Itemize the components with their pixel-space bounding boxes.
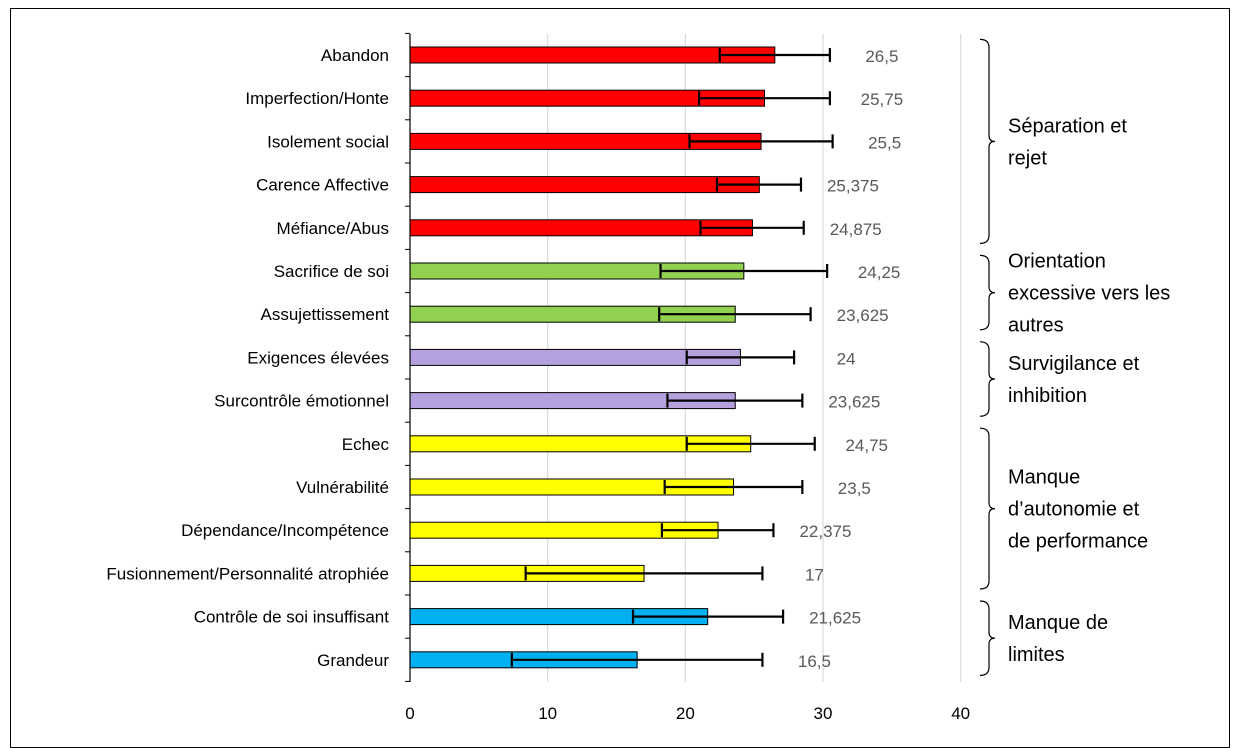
bar bbox=[409, 176, 760, 194]
group-label: Manque de bbox=[1008, 612, 1108, 634]
group-label: autres bbox=[1008, 315, 1064, 337]
group-label: inhibition bbox=[1008, 385, 1087, 407]
data-label: 24,25 bbox=[858, 263, 901, 282]
x-tick-label: 30 bbox=[814, 704, 833, 723]
group-label: Manque bbox=[1008, 467, 1080, 489]
x-tick-label: 40 bbox=[951, 704, 970, 723]
category-label: Abandon bbox=[321, 46, 389, 65]
category-label: Imperfection/Honte bbox=[245, 89, 389, 108]
labels: Abandon 26,5 Imperfection/Honte 25,75 Isolem… bbox=[106, 46, 903, 671]
category-label: Carence Affective bbox=[256, 176, 389, 195]
data-label: 17 bbox=[805, 565, 824, 584]
data-label: 23,625 bbox=[837, 306, 889, 325]
data-label: 25,5 bbox=[868, 133, 901, 152]
category-label: Sacrifice de soi bbox=[274, 262, 389, 281]
category-label: Assujettissement bbox=[261, 305, 390, 324]
data-label: 26,5 bbox=[865, 47, 898, 66]
group-bracket bbox=[979, 427, 996, 590]
group-label: rejet bbox=[1008, 147, 1047, 169]
group-label: Orientation bbox=[1008, 251, 1106, 273]
group-label: Survigilance et bbox=[1008, 353, 1140, 375]
data-label: 21,625 bbox=[809, 609, 861, 628]
data-label: 23,5 bbox=[838, 479, 871, 498]
data-label: 25,375 bbox=[827, 177, 879, 196]
data-label: 24,75 bbox=[845, 436, 888, 455]
category-label: Grandeur bbox=[317, 651, 389, 670]
data-label: 24,875 bbox=[830, 220, 882, 239]
group-label: Séparation et bbox=[1008, 115, 1127, 137]
bar-chart: 0 10 20 30 40 Abandon 26,5 Imperfection/Honte 2… bbox=[106, 32, 1170, 723]
category-label: Méfiance/Abus bbox=[277, 219, 389, 238]
data-label: 24 bbox=[837, 349, 856, 368]
category-label: Vulnérabilité bbox=[296, 478, 389, 497]
data-label: 16,5 bbox=[798, 652, 831, 671]
group-label: limites bbox=[1008, 644, 1065, 666]
category-label: Exigences élevées bbox=[247, 348, 389, 367]
group-label: excessive vers les bbox=[1008, 283, 1170, 305]
category-label: Dépendance/Incompétence bbox=[181, 521, 389, 540]
group-bracket bbox=[979, 254, 996, 331]
group-bracket bbox=[979, 341, 996, 417]
group-brackets: Séparation et rejet Orientation excessive v… bbox=[979, 38, 1170, 676]
error-bars bbox=[510, 48, 834, 667]
x-tick-label: 10 bbox=[538, 704, 557, 723]
category-label: Fusionnement/Personnalité atrophiée bbox=[106, 564, 389, 583]
axis: 0 10 20 30 40 bbox=[405, 32, 970, 723]
group-bracket bbox=[979, 38, 996, 244]
category-label: Contrôle de soi insuffisant bbox=[194, 608, 390, 627]
category-label: Surcontrôle émotionnel bbox=[214, 392, 389, 411]
group-label: de performance bbox=[1008, 531, 1148, 553]
data-label: 23,625 bbox=[828, 393, 880, 412]
category-label: Isolement social bbox=[267, 132, 389, 151]
category-label: Echec bbox=[342, 435, 390, 454]
data-label: 25,75 bbox=[861, 90, 904, 109]
x-tick-label: 0 bbox=[405, 704, 414, 723]
group-label: d’autonomie et bbox=[1008, 499, 1140, 521]
group-bracket bbox=[979, 600, 996, 676]
x-tick-label: 20 bbox=[676, 704, 695, 723]
data-label: 22,375 bbox=[799, 522, 851, 541]
